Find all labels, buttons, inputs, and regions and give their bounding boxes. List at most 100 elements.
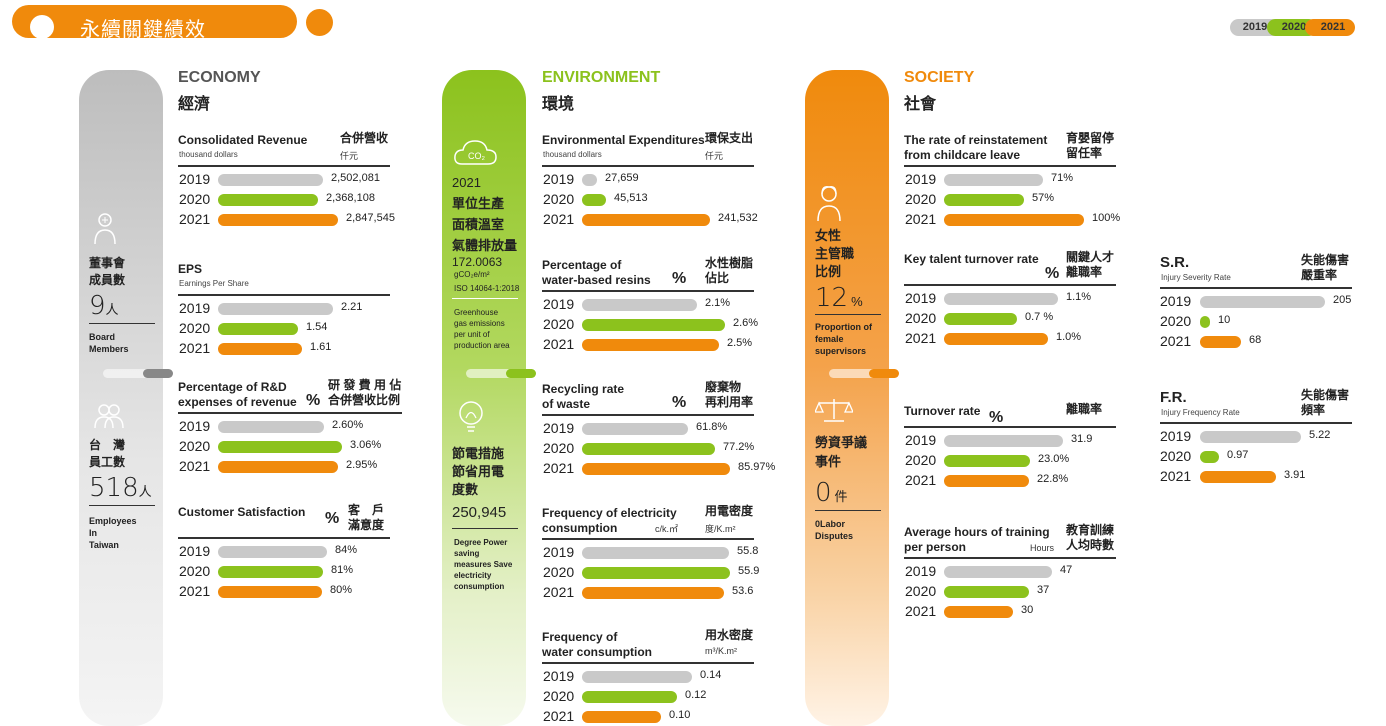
board-label-zh1: 董事會 xyxy=(89,256,126,270)
bar-2019 xyxy=(582,174,597,186)
bar-2019 xyxy=(944,566,1052,578)
female-supervisor-label-en: Proportion of female supervisors xyxy=(815,321,872,357)
bar-value: 10 xyxy=(1218,314,1231,326)
header-banner: 永續關鍵績效 xyxy=(12,5,297,41)
female-supervisor-number: 12 xyxy=(815,283,849,313)
power-saving-value: 250,945 xyxy=(452,504,507,521)
female-supervisor-zh3: 比例 xyxy=(815,264,842,279)
metric-title-zh-line2: 滿意度 xyxy=(348,518,385,532)
metric-title: Customer Satisfaction xyxy=(178,505,306,519)
female-supervisor-en1: Proportion of xyxy=(815,322,872,332)
metric-title: S.R. xyxy=(1160,254,1190,271)
year-label: 2020 xyxy=(1160,448,1192,464)
ghg-label-en2: gas emissions xyxy=(454,319,505,328)
bar-value: 2.5% xyxy=(727,337,753,349)
year-label: 2021 xyxy=(179,458,211,474)
employee-number: 518 xyxy=(89,473,139,503)
bar-2021 xyxy=(218,214,338,226)
employee-unit: 人 xyxy=(138,484,152,499)
legend-2020: 2020 xyxy=(1267,19,1317,36)
power-saving-en4: electricity xyxy=(454,571,492,580)
metric-title-zh-line2: 人均時數 xyxy=(1066,538,1115,552)
metric-title-zh-line2: 留任率 xyxy=(1066,146,1103,160)
bar-2020 xyxy=(944,313,1017,325)
percent-symbol: % xyxy=(672,394,687,411)
year-label: 2021 xyxy=(543,211,575,227)
ghg-year: 2021 xyxy=(452,175,481,190)
bar-2021 xyxy=(944,214,1084,226)
bar-2020 xyxy=(944,586,1029,598)
year-label: 2020 xyxy=(179,563,211,579)
year-label: 2021 xyxy=(543,708,575,724)
metric-divider xyxy=(904,165,1116,167)
power-saving-en5: consumption xyxy=(454,582,505,591)
year-label: 2020 xyxy=(1160,313,1192,329)
year-label: 2019 xyxy=(543,171,575,187)
society-heading-en: SOCIETY xyxy=(904,69,975,86)
bar-value: 85.97% xyxy=(738,461,776,473)
bar-2020 xyxy=(1200,451,1219,463)
metric-divider xyxy=(542,538,754,540)
bar-2020 xyxy=(582,691,677,703)
employee-divider xyxy=(89,505,155,506)
bar-value: 55.9 xyxy=(738,565,760,577)
labor-dispute-zh2: 事件 xyxy=(815,454,842,469)
year-label: 2019 xyxy=(179,543,211,559)
labor-dispute-zh1: 勞資爭議 xyxy=(815,435,868,450)
metric-divider xyxy=(904,284,1116,286)
header-circle xyxy=(306,9,333,36)
bar-value: 57% xyxy=(1032,192,1055,204)
metric-title-line2: of waste xyxy=(542,397,591,411)
bar-value: 2.21 xyxy=(341,301,363,313)
percent-symbol: % xyxy=(989,409,1004,426)
female-supervisor-en3: supervisors xyxy=(815,346,867,356)
metric-title-line2: consumption xyxy=(542,521,618,535)
year-label: 2019 xyxy=(179,418,211,434)
metric-title-zh: 客 戶 xyxy=(348,503,385,517)
bar-2020 xyxy=(218,441,342,453)
ghg-label-en4: production area xyxy=(454,341,510,350)
power-saving-en1: Degree Power xyxy=(454,538,508,547)
bar-2019 xyxy=(944,435,1063,447)
year-label: 2020 xyxy=(179,191,211,207)
ghg-label-zh3: 氣體排放量 xyxy=(452,238,518,253)
bar-2020 xyxy=(1200,316,1210,328)
scale-icon xyxy=(815,399,853,422)
bar-2019 xyxy=(582,423,688,435)
metric-title: Frequency of xyxy=(542,630,618,644)
power-saving-zh2: 節省用電 xyxy=(452,464,505,479)
board-label-en: Board Members xyxy=(89,331,129,355)
year-label: 2019 xyxy=(543,296,575,312)
bar-value: 81% xyxy=(331,564,354,576)
bar-2021 xyxy=(582,711,661,723)
bar-value: 37 xyxy=(1037,584,1050,596)
metric-title: Consolidated Revenue xyxy=(178,133,308,147)
bar-value: 77.2% xyxy=(723,441,755,453)
people-icon xyxy=(94,404,124,429)
bar-value: 31.9 xyxy=(1071,433,1093,445)
bar-value: 2.95% xyxy=(346,459,378,471)
employee-label-en: Employees In Taiwan xyxy=(89,515,137,551)
year-label: 2021 xyxy=(179,340,211,356)
bar-value: 80% xyxy=(330,584,353,596)
percent-symbol: % xyxy=(1045,265,1060,282)
labor-dispute-label: 勞資爭議 事件 xyxy=(815,433,867,471)
metric-divider xyxy=(542,414,754,416)
bar-2020 xyxy=(582,194,606,206)
bar-2021 xyxy=(1200,471,1276,483)
metric-title-zh: 研 發 費 用 佔 xyxy=(328,378,402,392)
bar-2019 xyxy=(218,303,333,315)
bar-value: 5.22 xyxy=(1309,429,1331,441)
power-saving-en2: saving xyxy=(454,549,480,558)
board-number: 9 xyxy=(89,291,106,321)
metric-unit: Hours xyxy=(1030,543,1055,553)
metric-title: Recycling rate xyxy=(542,382,625,396)
header-dot xyxy=(30,15,54,39)
metric-divider xyxy=(1160,422,1352,424)
bar-value: 68 xyxy=(1249,334,1262,346)
metric-divider xyxy=(1160,287,1352,289)
metric-title-zh-line2: 佔比 xyxy=(705,271,730,285)
metric-unit-secondary: c/k.㎡ xyxy=(655,524,679,534)
ghg-iso: ISO 14064-1:2018 xyxy=(454,284,520,293)
power-saving-label: 節電措施 節省用電 度數 xyxy=(452,445,504,499)
